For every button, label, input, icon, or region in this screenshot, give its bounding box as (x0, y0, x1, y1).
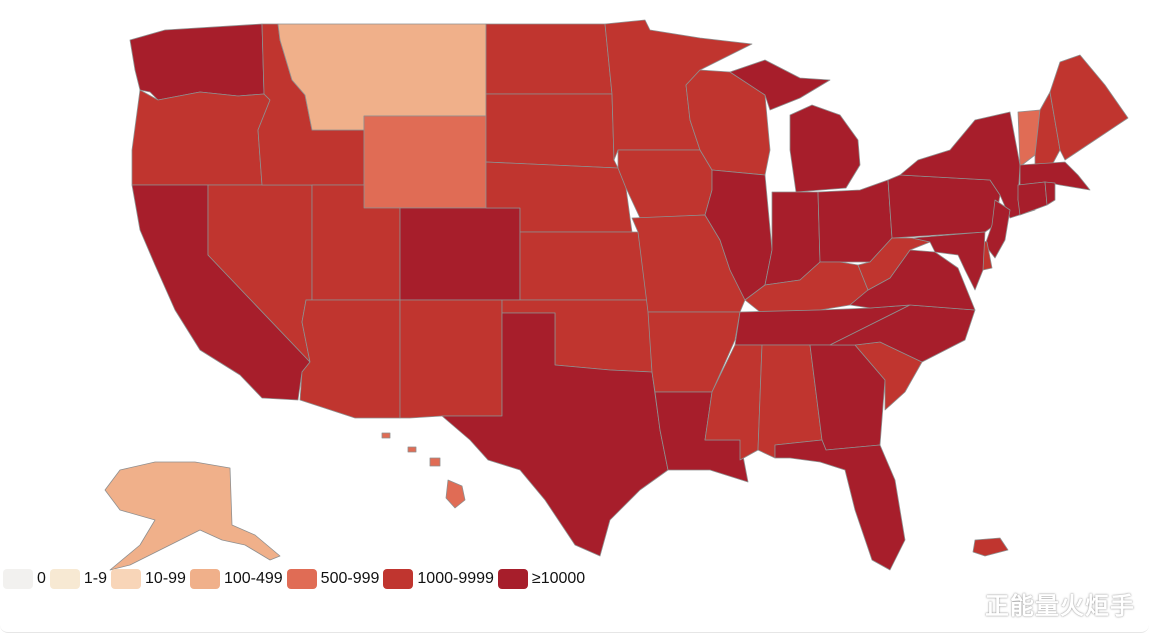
state-montana[interactable] (277, 23, 487, 131)
legend-label: ≥10000 (531, 570, 586, 587)
state-rhode-island[interactable] (1044, 181, 1056, 206)
state-oregon[interactable] (131, 89, 271, 186)
state-alaska[interactable] (104, 461, 281, 571)
legend-item[interactable]: 1-9 (49, 569, 108, 589)
legend-swatch (497, 569, 528, 589)
legend-swatch (189, 569, 220, 589)
state-south-dakota[interactable] (485, 93, 619, 169)
state-new-york[interactable] (899, 111, 1036, 219)
legend-item[interactable]: 500-999 (286, 569, 380, 589)
legend-swatch (111, 569, 142, 589)
legend-label: 1000-9999 (417, 570, 494, 587)
state-new-mexico[interactable] (399, 299, 503, 419)
state-colorado[interactable] (399, 207, 521, 301)
state-pennsylvania[interactable] (887, 174, 1001, 239)
state-maine[interactable] (1049, 54, 1129, 161)
state-michigan[interactable] (729, 59, 861, 193)
legend-item[interactable]: 100-499 (189, 569, 283, 589)
state-florida[interactable] (774, 439, 906, 571)
state-washington[interactable] (129, 23, 265, 101)
state-north-dakota[interactable] (485, 23, 613, 95)
state-wisconsin[interactable] (685, 69, 771, 176)
state-puerto-rico[interactable] (972, 537, 1009, 557)
state-north-carolina[interactable] (829, 304, 976, 363)
state-maryland[interactable] (911, 231, 986, 291)
legend-item[interactable]: ≥10000 (497, 569, 586, 589)
state-kansas[interactable] (519, 231, 649, 301)
state-texas[interactable] (441, 312, 669, 557)
legend-item[interactable]: 10-99 (111, 569, 186, 589)
state-vermont[interactable] (1017, 109, 1041, 166)
watermark-text: 正能量火炬手 (985, 592, 1135, 620)
legend-swatch (3, 569, 33, 589)
legend-item[interactable]: 0 (3, 569, 46, 589)
legend-label: 0 (37, 570, 46, 587)
legend-label: 100-499 (223, 570, 283, 587)
legend-swatch (49, 569, 80, 589)
legend-swatch (383, 569, 414, 589)
legend-label: 10-99 (145, 570, 186, 587)
state-connecticut[interactable] (1017, 181, 1048, 216)
state-illinois[interactable] (704, 169, 773, 301)
legend-label: 500-999 (320, 570, 380, 587)
state-arizona[interactable] (299, 299, 401, 419)
legend-item[interactable]: 1000-9999 (383, 569, 494, 589)
state-hawaii[interactable] (381, 432, 466, 509)
state-new-jersey[interactable] (984, 199, 1011, 259)
legend-label: 1-9 (83, 570, 108, 587)
state-wyoming[interactable] (363, 115, 487, 209)
legend-swatch (286, 569, 317, 589)
state-iowa[interactable] (617, 149, 713, 219)
legend: 0 1-9 10-99 100-499 500-999 1000-9999 ≥10000 (3, 568, 589, 590)
